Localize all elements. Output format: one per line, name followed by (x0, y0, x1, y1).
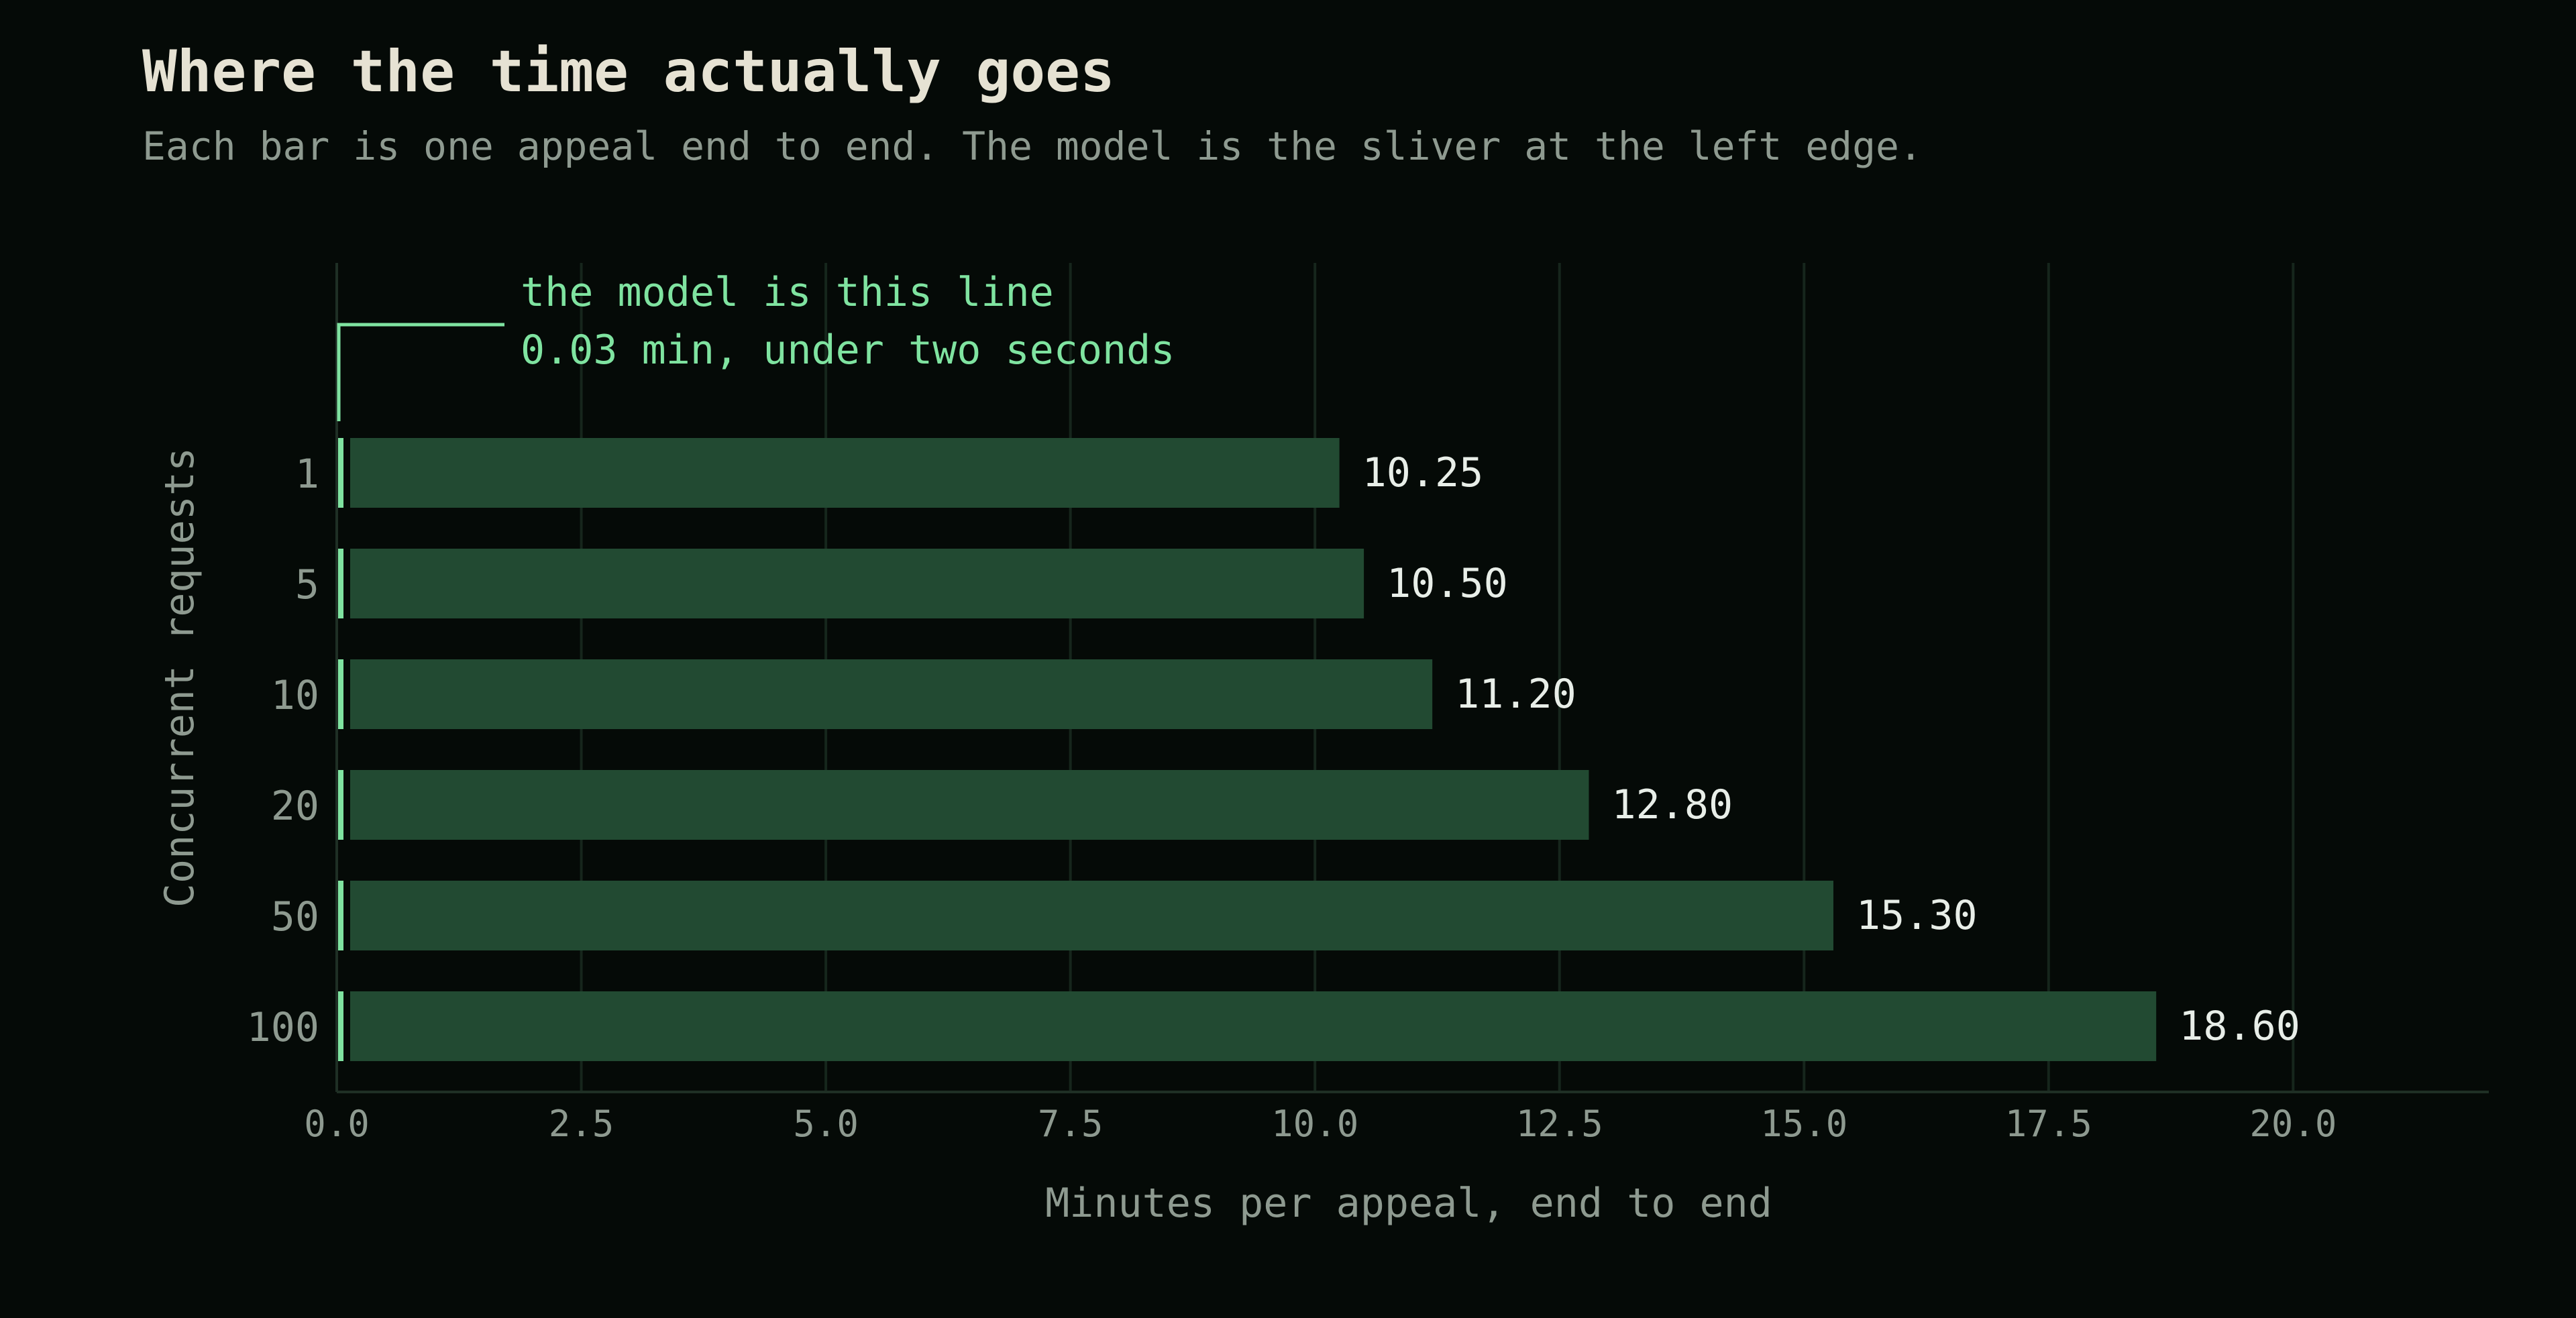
x-tick-label: 2.5 (549, 1103, 614, 1145)
x-tick-label: 20.0 (2249, 1103, 2337, 1145)
value-label: 11.20 (1455, 671, 1576, 718)
value-label: 10.25 (1362, 449, 1484, 496)
y-tick-label: 50 (271, 893, 319, 940)
bars (350, 438, 2157, 1061)
y-tick-label: 5 (295, 561, 319, 608)
x-tick-label: 10.0 (1271, 1103, 1358, 1145)
bar (350, 770, 1589, 840)
model-sliver (337, 770, 343, 840)
model-sliver (337, 549, 343, 618)
chart-title: Where the time actually goes (142, 38, 1115, 105)
value-labels: 10.25 10.50 11.20 12.80 15.30 18.60 (1362, 449, 2300, 1050)
bar (350, 549, 1364, 618)
value-label: 18.60 (2179, 1003, 2300, 1050)
model-sliver (337, 881, 343, 950)
x-tick-label: 15.0 (1760, 1103, 1847, 1145)
x-axis-label: Minutes per appeal, end to end (1045, 1180, 1772, 1227)
bar (350, 991, 2157, 1061)
annotation: the model is this line 0.03 min, under tw… (337, 269, 1175, 421)
y-tick-label: 10 (271, 672, 319, 719)
y-tick-label: 1 (295, 451, 319, 498)
y-tick-label: 20 (271, 783, 319, 830)
bar (350, 438, 1340, 508)
bar (350, 881, 1834, 950)
value-label: 12.80 (1611, 781, 1733, 828)
y-tick-label: 100 (247, 1004, 319, 1051)
model-sliver (337, 991, 343, 1061)
chart-subtitle: Each bar is one appeal end to end. The m… (142, 123, 1923, 169)
annotation-leader-line (337, 323, 504, 421)
axes: 0.0 2.5 5.0 7.5 10.0 12.5 15.0 17.5 20.0 1 5 10 20 50… (156, 263, 2489, 1227)
x-tick-label: 7.5 (1038, 1103, 1104, 1145)
value-label: 15.30 (1856, 892, 1978, 939)
annotation-text: 0.03 min, under two seconds (521, 327, 1175, 374)
bar (350, 659, 1433, 729)
x-tick-label: 5.0 (793, 1103, 859, 1145)
y-axis-label: Concurrent requests (156, 447, 203, 908)
model-sliver (337, 438, 343, 508)
x-tick-label: 12.5 (1516, 1103, 1603, 1145)
value-label: 10.50 (1387, 560, 1508, 607)
x-tick-label: 17.5 (2005, 1103, 2092, 1145)
model-slivers (337, 438, 343, 1061)
model-sliver (337, 659, 343, 729)
x-tick-label: 0.0 (304, 1103, 370, 1145)
annotation-text: the model is this line (521, 269, 1054, 316)
